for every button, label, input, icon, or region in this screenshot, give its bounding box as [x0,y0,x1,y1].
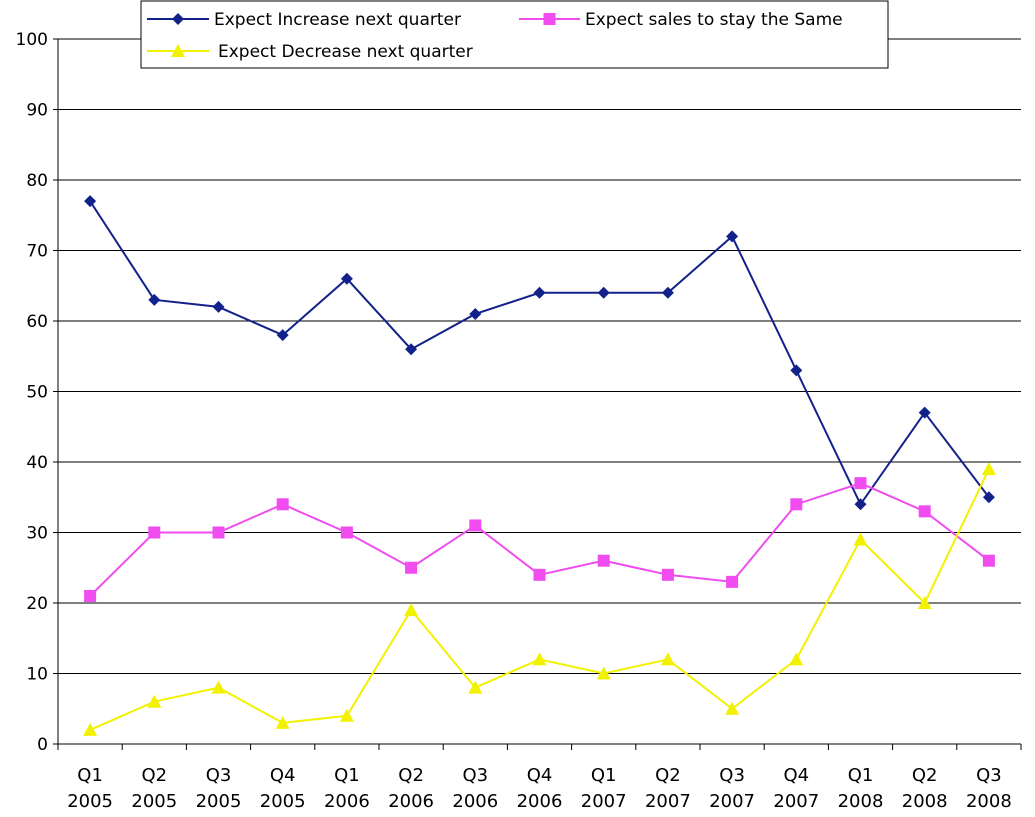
data-point [405,343,418,356]
y-tick-label: 90 [26,101,48,121]
legend-marker [172,13,184,25]
data-point [917,596,932,609]
data-point [981,462,996,476]
series-line [89,468,990,731]
series-3 [83,462,996,736]
legend: Expect Increase next quarter Expect sales… [140,0,889,69]
data-point [147,694,162,708]
data-point [340,272,353,285]
x-tick-label: Q3 2007 [709,765,755,812]
x-tick-label: Q1 2006 [324,765,370,812]
series-lines [83,195,996,736]
x-tick-label: Q2 2006 [388,765,434,812]
x-tick-label: Q4 2005 [260,765,306,812]
data-point [405,561,418,574]
data-point [982,554,995,567]
y-tick-label: 60 [26,312,48,332]
data-point [725,701,740,715]
data-point [339,708,354,722]
y-tick-label: 20 [26,594,48,614]
data-point [340,526,353,539]
data-point [469,519,482,532]
y-tick-label: 50 [26,383,48,403]
data-point [212,526,225,539]
y-tick-label: 40 [26,453,48,473]
x-tick-label: Q2 2008 [902,765,948,812]
data-point [597,554,610,567]
data-point [596,666,611,680]
y-tick-label: 100 [16,30,48,50]
x-tick-label: Q3 2008 [966,765,1012,812]
data-point [854,477,867,490]
x-tick-label: Q4 2007 [773,765,819,812]
x-tick-label: Q1 2008 [838,765,884,812]
legend-box [140,0,889,69]
x-tick-label: Q3 2005 [196,765,242,812]
data-point [533,568,546,581]
data-point [532,652,547,666]
data-point [661,568,674,581]
y-axis-ticks: 0 10 20 30 40 50 60 70 80 90 100 [16,30,58,755]
data-point [726,575,739,588]
series-1 [84,195,995,511]
x-tick-label: Q2 2007 [645,765,691,812]
legend-marker [171,44,185,57]
data-point [276,498,289,511]
legend-entry: Expect Increase next quarter [147,10,461,30]
data-point [404,603,419,617]
data-point [212,300,225,313]
legend-label: Expect Decrease next quarter [218,42,473,62]
y-tick-label: 10 [26,665,48,685]
data-point [148,293,161,306]
legend-label: Expect sales to stay the Same [585,10,843,30]
legend-entry: Expect sales to stay the Same [519,10,843,30]
legend-marker [543,13,556,25]
x-axis-ticks: Q1 2005 Q2 2005 Q3 2005 Q4 2005 Q1 2006 Q2 2006 Q3 20… [57,744,1022,812]
data-point [276,329,289,342]
x-tick-label: Q2 2005 [131,765,177,812]
x-tick-label: Q3 2006 [452,765,498,812]
data-point [660,652,675,666]
data-point [84,589,97,602]
data-point [533,286,546,299]
data-point [918,505,931,518]
data-point [918,406,931,419]
data-point [469,307,482,320]
data-point [853,532,868,546]
data-point [148,526,161,539]
data-point [275,715,290,729]
data-point [790,364,803,377]
x-tick-label: Q1 2005 [67,765,113,812]
x-tick-label: Q4 2006 [517,765,563,812]
data-point [597,286,610,299]
y-tick-label: 80 [26,171,48,191]
y-tick-label: 70 [26,242,48,262]
data-point [982,491,995,504]
x-tick-label: Q1 2007 [581,765,627,812]
series-line [89,200,990,507]
data-point [84,195,97,208]
legend-label: Expect Increase next quarter [214,10,461,30]
y-tick-label: 0 [37,735,48,755]
data-point [790,498,803,511]
data-point [211,680,226,694]
data-point [854,498,867,511]
data-point [726,230,739,243]
y-tick-label: 30 [26,524,48,544]
legend-entry: Expect Decrease next quarter [147,42,473,62]
data-point [83,722,98,736]
data-point [789,652,804,666]
data-point [468,680,483,694]
data-point [661,286,674,299]
series-2 [84,477,995,602]
